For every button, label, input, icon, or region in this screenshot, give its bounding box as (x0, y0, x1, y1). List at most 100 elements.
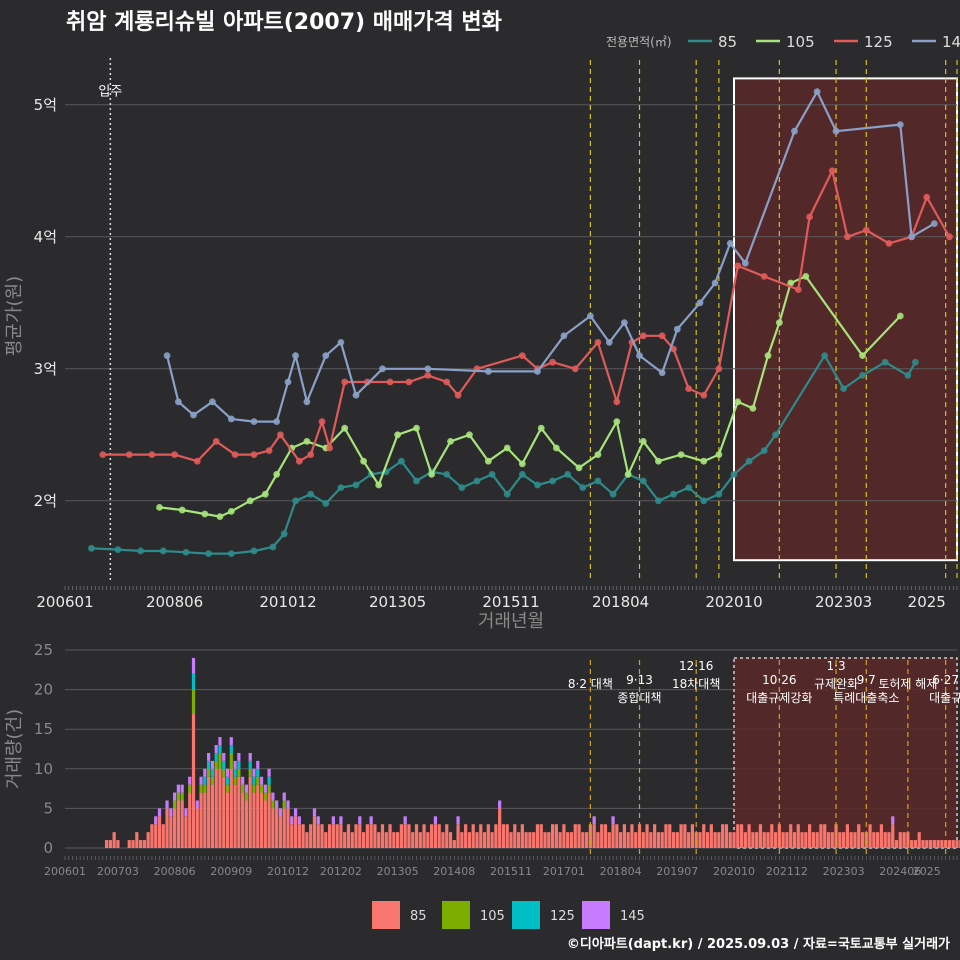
data-point-105 (484, 457, 492, 465)
volume-bar-145 (275, 800, 279, 809)
volume-bar-85 (293, 816, 298, 848)
data-point-145 (227, 415, 235, 423)
volume-bar-105 (252, 784, 256, 793)
volume-bar-85 (365, 824, 369, 848)
volume-bar-85 (305, 832, 309, 848)
data-point-105 (503, 444, 511, 452)
volume-bar-85 (660, 832, 664, 848)
volume-bar-85 (830, 832, 834, 848)
volume-bar-125 (218, 745, 222, 753)
y2-tick-label: 10 (34, 760, 53, 778)
volume-bar-145 (891, 816, 895, 825)
volume-bar-85 (237, 776, 241, 848)
volume-bar-85 (860, 832, 865, 848)
volume-bar-85 (316, 824, 320, 848)
data-point-125 (518, 352, 526, 359)
volume-bar-85 (184, 816, 188, 848)
volume-bar-85 (138, 840, 143, 848)
chart-title: 취암 계룡리슈빌 아파트(2007) 매매가격 변화 (66, 10, 502, 35)
highlight-box-volume (733, 657, 958, 849)
volume-bar-85 (596, 832, 600, 848)
volume-bar-85 (777, 824, 781, 848)
x-axis-title: 거래년월 (478, 611, 544, 632)
volume-bar-85 (256, 784, 260, 848)
data-point-125 (99, 451, 107, 458)
volume-bar-85 (327, 824, 332, 848)
data-point-85 (503, 490, 511, 498)
event-date: 1·3 (827, 659, 846, 673)
volume-bar-85 (845, 824, 849, 848)
volume-bar-145 (195, 800, 199, 809)
volume-bar-85 (857, 824, 861, 848)
volume-bar-105 (271, 800, 275, 809)
data-point-125 (828, 167, 836, 175)
volume-bar-85 (456, 824, 460, 848)
volume-bar-85 (157, 816, 162, 848)
volume-bar-85 (584, 832, 589, 848)
volume-bar-85 (671, 832, 676, 848)
data-point-145 (484, 368, 492, 375)
volume-bar-85 (259, 792, 264, 848)
volume-bar-85 (467, 832, 472, 848)
volume-bar-85 (879, 824, 884, 848)
data-point-105 (613, 418, 621, 425)
data-point-125 (760, 273, 768, 280)
volume-bar-85 (781, 832, 785, 848)
data-point-85 (280, 530, 288, 538)
volume-bar-85 (849, 832, 853, 848)
volume-bar-85 (142, 840, 146, 848)
legend-title: 전용면적(㎡) (606, 35, 672, 49)
event-label: 대출규 (929, 691, 960, 705)
data-point-125 (794, 286, 802, 293)
data-point-85 (840, 385, 848, 392)
volume-bar-85 (603, 824, 608, 848)
data-point-145 (636, 352, 643, 359)
volume-bar-85 (150, 824, 154, 848)
event-date: 9·13 (626, 673, 653, 687)
x2-tick-label: 200703 (97, 865, 139, 878)
volume-bar-85 (407, 824, 411, 848)
data-point-105 (677, 451, 685, 458)
volume-bar-85 (645, 824, 649, 848)
volume-bar-145 (282, 792, 286, 801)
data-point-85 (655, 497, 662, 505)
data-point-105 (552, 444, 560, 452)
y2-tick-label: 20 (34, 681, 53, 699)
x2-tick-label: 200806 (154, 865, 196, 878)
volume-bar-145 (176, 784, 180, 793)
volume-bar-85 (709, 824, 713, 848)
data-point-105 (896, 312, 904, 320)
volume-bar-85 (505, 824, 509, 848)
volume-bar-85 (577, 824, 581, 848)
series-line-125 (102, 167, 951, 463)
data-point-85 (488, 471, 496, 478)
data-point-145 (190, 411, 197, 419)
volume-bar-85 (482, 832, 487, 848)
data-point-85 (337, 484, 345, 491)
volume-bar-125 (267, 776, 271, 785)
volume-bar-105 (282, 800, 286, 809)
event-label: 종합대책 (617, 690, 661, 705)
volume-bar-85 (312, 816, 317, 848)
volume-bar-85 (392, 832, 396, 848)
volume-bar-85 (411, 832, 415, 848)
volume-bar-85 (789, 824, 793, 848)
data-point-145 (620, 319, 628, 326)
volume-bar-85 (656, 832, 661, 848)
volume-bar-145 (225, 768, 230, 777)
volume-bar-105 (229, 752, 233, 769)
volume-bar-85 (947, 840, 952, 848)
volume-bar-105 (244, 792, 249, 801)
volume-bar-145 (611, 816, 615, 825)
volume-bar-85 (384, 832, 388, 848)
volume-bar-145 (456, 816, 460, 825)
data-point-145 (284, 378, 292, 386)
volume-bar-85 (687, 832, 691, 848)
volume-bar-105 (199, 784, 203, 793)
volume-bar-125 (210, 768, 215, 777)
volume-bar-85 (225, 792, 230, 848)
volume-bar-145 (241, 776, 245, 785)
data-point-125 (806, 213, 813, 221)
volume-bar-85 (135, 832, 139, 848)
volume-bar-85 (297, 824, 301, 848)
